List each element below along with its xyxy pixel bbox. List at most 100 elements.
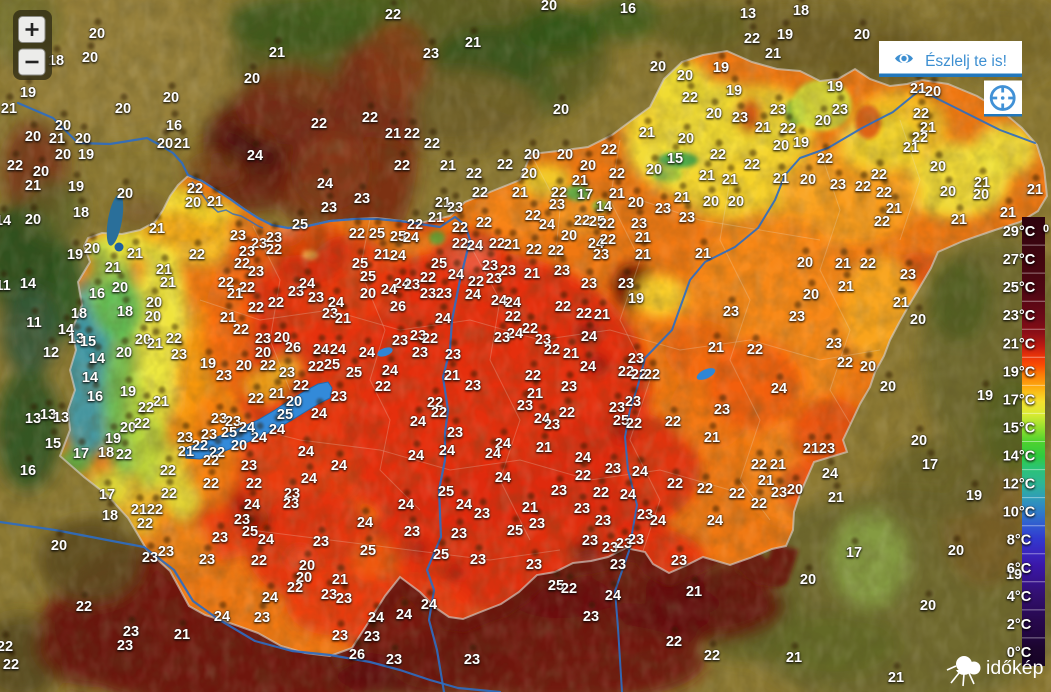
svg-text:23: 23 (445, 347, 461, 363)
svg-text:23: 23 (517, 398, 533, 414)
svg-text:29°C: 29°C (1003, 224, 1036, 240)
svg-text:22: 22 (472, 185, 488, 201)
svg-text:0: 0 (1043, 223, 1049, 235)
svg-text:21: 21 (695, 246, 711, 262)
svg-text:21: 21 (609, 186, 625, 202)
svg-text:21: 21 (435, 195, 451, 211)
svg-text:23: 23 (819, 441, 835, 457)
svg-text:23: 23 (225, 414, 241, 430)
svg-text:22: 22 (744, 157, 760, 173)
svg-text:24: 24 (398, 497, 415, 513)
svg-text:21: 21 (722, 172, 738, 188)
svg-text:22: 22 (644, 367, 660, 383)
svg-text:20: 20 (33, 164, 49, 180)
svg-text:21: 21 (269, 386, 285, 402)
svg-text:24: 24 (707, 513, 724, 529)
svg-text:23: 23 (526, 557, 542, 573)
svg-text:22: 22 (476, 215, 492, 231)
svg-text:23: 23 (582, 533, 598, 549)
svg-text:21: 21 (147, 336, 163, 352)
svg-text:23: 23 (404, 524, 420, 540)
svg-text:23: 23 (313, 534, 329, 550)
svg-text:23: 23 (618, 276, 634, 292)
svg-text:21: 21 (686, 584, 702, 600)
svg-text:22: 22 (682, 90, 698, 106)
svg-text:23: 23 (593, 247, 609, 263)
svg-text:22: 22 (710, 147, 726, 163)
svg-text:24: 24 (580, 359, 597, 375)
svg-text:22: 22 (751, 457, 767, 473)
svg-text:24: 24 (317, 176, 334, 192)
svg-text:17: 17 (922, 457, 938, 473)
svg-text:20: 20 (628, 195, 644, 211)
svg-text:23: 23 (535, 332, 551, 348)
svg-text:24: 24 (368, 610, 385, 626)
svg-text:22: 22 (631, 367, 647, 383)
svg-text:22: 22 (203, 476, 219, 492)
svg-text:24: 24 (390, 248, 407, 264)
svg-text:24: 24 (588, 236, 605, 252)
svg-text:22: 22 (522, 321, 538, 337)
svg-text:22: 22 (431, 405, 447, 421)
svg-text:20: 20 (84, 241, 100, 257)
svg-text:21: 21 (572, 173, 588, 189)
svg-text:24: 24 (439, 443, 456, 459)
svg-text:20: 20 (803, 287, 819, 303)
svg-text:23: 23 (436, 286, 452, 302)
svg-text:21: 21 (704, 430, 720, 446)
svg-text:14: 14 (89, 351, 106, 367)
svg-text:22: 22 (576, 306, 592, 322)
svg-text:25: 25 (277, 407, 293, 423)
svg-text:22: 22 (666, 634, 682, 650)
svg-text:25: 25 (507, 523, 523, 539)
svg-text:22: 22 (489, 236, 505, 252)
svg-text:21: 21 (149, 221, 165, 237)
svg-text:21: 21 (385, 126, 401, 142)
svg-text:16: 16 (89, 286, 105, 302)
svg-text:23: 23 (671, 553, 687, 569)
svg-text:22: 22 (555, 299, 571, 315)
svg-text:21: 21 (773, 171, 789, 187)
svg-text:20: 20 (973, 187, 989, 203)
svg-text:23: 23 (625, 394, 641, 410)
svg-text:22: 22 (600, 232, 616, 248)
svg-text:23: 23 (354, 191, 370, 207)
svg-text:24: 24 (330, 342, 347, 358)
svg-text:22: 22 (192, 438, 208, 454)
svg-text:22: 22 (160, 463, 176, 479)
svg-text:13: 13 (740, 6, 756, 22)
svg-text:24: 24 (620, 487, 637, 503)
svg-text:23: 23 (500, 263, 516, 279)
svg-text:24: 24 (408, 448, 425, 464)
svg-text:17: 17 (99, 487, 115, 503)
svg-text:22: 22 (362, 110, 378, 126)
svg-text:18: 18 (71, 306, 87, 322)
svg-text:13: 13 (68, 331, 84, 347)
svg-text:20: 20 (55, 147, 71, 163)
svg-text:22: 22 (76, 599, 92, 615)
svg-text:19: 19 (977, 388, 993, 404)
svg-text:24: 24 (313, 342, 330, 358)
svg-text:23: 23 (826, 336, 842, 352)
svg-text:24: 24 (311, 406, 328, 422)
svg-text:24: 24 (507, 326, 524, 342)
svg-text:23: 23 (679, 210, 695, 226)
svg-text:13: 13 (53, 410, 69, 426)
svg-text:16: 16 (620, 1, 636, 17)
svg-text:22: 22 (817, 151, 833, 167)
svg-text:24: 24 (448, 267, 465, 283)
svg-text:22: 22 (744, 31, 760, 47)
svg-text:20: 20 (135, 332, 151, 348)
svg-text:25: 25 (438, 484, 454, 500)
svg-text:19: 19 (120, 384, 136, 400)
svg-text:23: 23 (123, 624, 139, 640)
svg-text:20: 20 (920, 598, 936, 614)
svg-text:23: 23 (900, 267, 916, 283)
svg-text:24: 24 (331, 458, 348, 474)
svg-text:22: 22 (427, 395, 443, 411)
svg-text:20: 20 (646, 162, 662, 178)
svg-text:23: 23 (544, 417, 560, 433)
svg-text:24: 24 (258, 532, 275, 548)
svg-text:19: 19 (726, 83, 742, 99)
svg-text:21: 21 (674, 190, 690, 206)
